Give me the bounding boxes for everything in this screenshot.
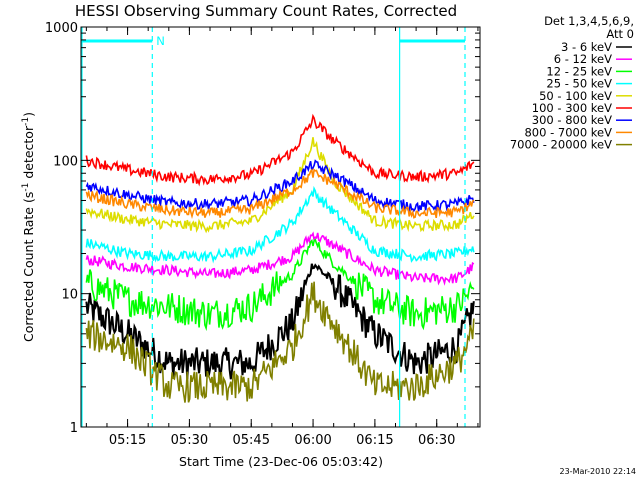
legend-header: Det 1,3,4,5,6,9, [544,14,634,28]
timestamp: 23-Mar-2010 22:14 [560,467,637,476]
series-line [85,137,475,234]
y-axis: 1 10 100 1000 [45,21,480,436]
legend-header: Att 0 [606,27,634,41]
x-tick-label: 06:00 [294,433,331,448]
y-tick-label: 1000 [45,21,78,36]
plot-frame [80,26,481,428]
series-layer [85,113,475,403]
series-line [85,281,475,403]
x-tick-label: 05:30 [171,433,208,448]
y-axis-label: Corrected Count Rate (s-1 detector-1) [21,112,36,342]
chart-title: HESSI Observing Summary Count Rates, Cor… [75,2,457,20]
y-tick-label: 1 [70,421,78,436]
x-tick-label: 06:30 [418,433,455,448]
series-line [85,238,475,332]
legend-label: 6 - 12 keV [554,52,612,66]
x-axis-label: Start Time (23-Dec-06 05:03:42) [179,454,383,469]
x-tick-label: 05:45 [233,433,270,448]
series-line [85,168,475,219]
legend-label: 100 - 300 keV [532,101,612,115]
legend-label: 7000 - 20000 keV [510,138,612,152]
legend-label: 50 - 100 keV [539,89,612,103]
legend-label: 12 - 25 keV [546,64,612,78]
legend-label: 800 - 7000 keV [524,125,612,139]
x-tick-label: 05:15 [109,433,146,448]
legend-label: 300 - 800 keV [532,113,612,127]
x-tick-label: 06:15 [356,433,393,448]
night-marker-label: N [156,34,165,48]
night-markers: N [81,27,466,427]
series-line [85,263,475,380]
legend-label: 25 - 50 keV [546,77,612,91]
series-line [85,185,475,264]
series-line [85,113,475,187]
y-tick-label: 100 [53,154,78,169]
y-tick-label: 10 [61,288,78,303]
series-line [85,231,475,286]
x-axis: 05:15 05:30 05:45 06:00 06:15 06:30 [85,27,479,448]
legend-label: 3 - 6 keV [561,40,612,54]
